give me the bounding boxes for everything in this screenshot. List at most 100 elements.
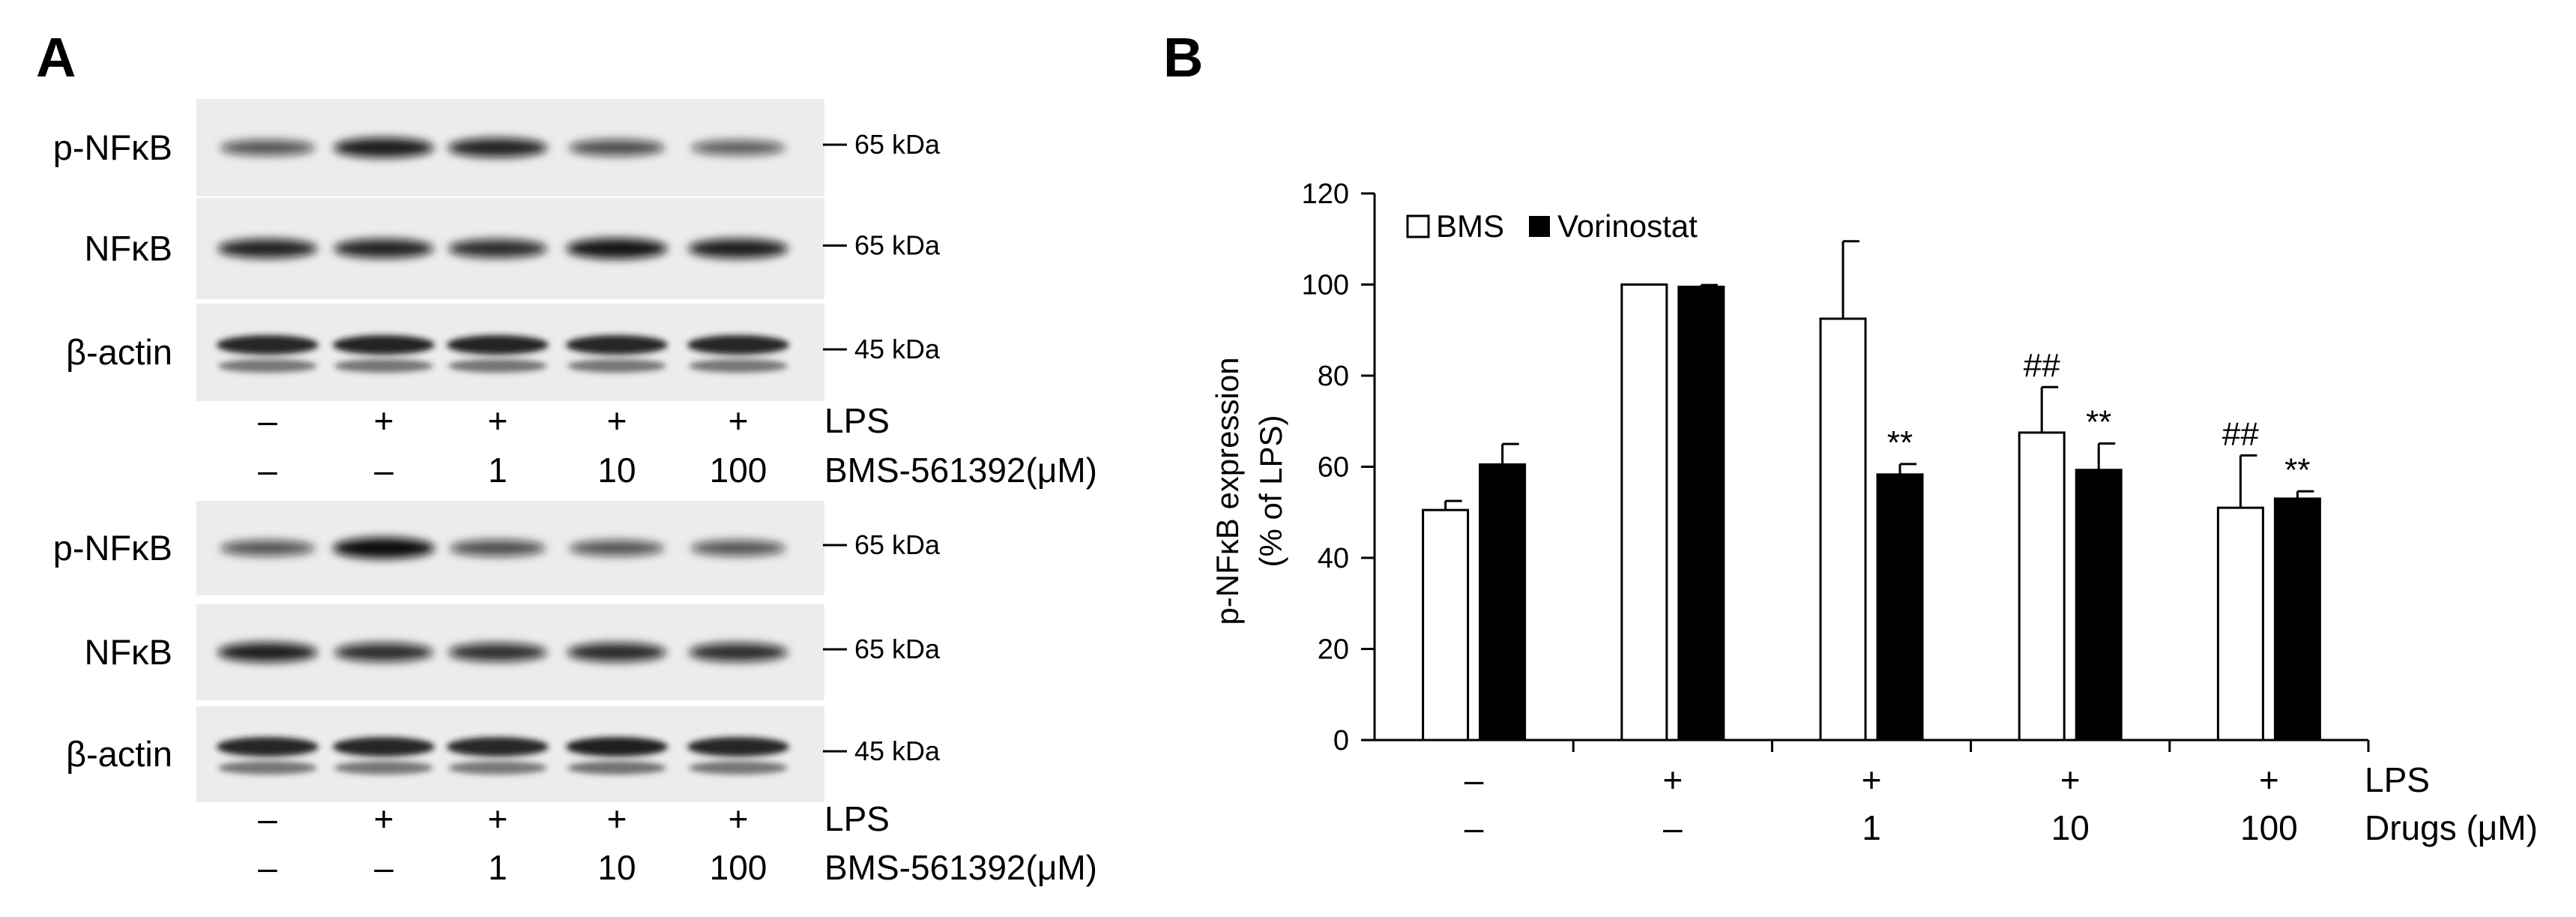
legend-label-vorinostat: Vorinostat [1557, 208, 1698, 244]
x-category-value: + [2060, 760, 2081, 799]
blot-band [567, 761, 666, 775]
blot-band [566, 238, 668, 259]
bar-bms [2018, 431, 2066, 742]
x-category-value: + [2259, 760, 2279, 799]
blot-band [220, 139, 316, 156]
significance-marker: ** [2086, 404, 2111, 441]
y-tick-label: 0 [1333, 725, 1349, 757]
blot-band [217, 238, 318, 259]
condition-row-label: LPS [824, 799, 890, 838]
blot-band [334, 643, 433, 662]
blot-band [689, 761, 788, 775]
blot-row-label: NFκB [85, 632, 173, 672]
lane-condition-value: – [258, 451, 277, 490]
lane-condition-value: 100 [710, 451, 767, 490]
blot-band [334, 238, 434, 259]
blot-band [569, 139, 665, 156]
bar-bms [1422, 508, 1470, 742]
blot-band [690, 540, 786, 556]
bar-bms [2216, 506, 2264, 742]
y-tick-label: 60 [1318, 452, 1349, 484]
blot-band [687, 737, 789, 757]
blot-band [218, 359, 317, 373]
blot-band [691, 140, 785, 155]
x-category-row-label: Drugs (μM) [2365, 808, 2538, 847]
blot-band [688, 238, 788, 259]
panel-a-letter: A [36, 26, 76, 88]
blot-band [450, 540, 546, 556]
blot-band [334, 761, 433, 775]
lane-condition-value: + [607, 799, 627, 838]
lane-condition-value: + [729, 799, 749, 838]
significance-marker: ** [2284, 451, 2310, 488]
lane-condition-value: 100 [710, 848, 767, 887]
blot-band [567, 359, 666, 373]
western-blot-panel: p-NFκB 65 kDa NFκB 65 kDa β-actin 45 kDa – + + + +… [53, 99, 1097, 887]
blot-band [448, 761, 547, 775]
y-tick-label: 80 [1318, 361, 1349, 392]
bar-vorinostat [1479, 463, 1527, 742]
bar-vorinostat [2075, 469, 2123, 742]
blot-band [448, 239, 547, 258]
blot-band [217, 737, 319, 757]
y-tick-label: 20 [1318, 634, 1349, 666]
legend: BMS Vorinostat [1406, 208, 1698, 244]
kda-marker-label: 65 kDa [854, 230, 941, 261]
kda-marker-label: 65 kDa [854, 529, 941, 560]
lane-condition-value: – [374, 848, 393, 887]
x-axis: – + + + + LPS – – 1 10 100 Drugs (μM) [1375, 739, 2538, 847]
lane-condition-value: + [488, 799, 508, 838]
significance-marker: ** [1887, 424, 1913, 461]
y-tick-label: 100 [1302, 270, 1349, 301]
lane-condition-value: 10 [597, 451, 636, 490]
significance-marker: ## [2222, 415, 2259, 452]
blot-band [689, 643, 788, 662]
lane-condition-value: + [374, 401, 394, 440]
condition-row-label: BMS-561392(μM) [824, 848, 1097, 887]
blot-band [217, 642, 318, 663]
bar-vorinostat [1677, 286, 1725, 742]
y-axis-title-line-1: p-NFκB expression [1210, 357, 1245, 625]
blot-band [447, 335, 549, 355]
blot-band [689, 359, 788, 373]
blot-band [448, 359, 547, 373]
kda-marker-label: 65 kDa [854, 129, 941, 160]
blot-band [217, 335, 319, 355]
lane-condition-value: – [374, 451, 393, 490]
bar-vorinostat [2273, 497, 2321, 742]
blot-band [448, 643, 547, 662]
x-category-value: + [1662, 760, 1683, 799]
blot-band [333, 538, 435, 559]
blot-band [333, 335, 435, 355]
lane-condition-value: + [374, 799, 394, 838]
blot-row-label: p-NFκB [53, 528, 172, 568]
legend-label-bms: BMS [1436, 208, 1504, 244]
blot-band [566, 737, 668, 757]
blot-row-label: p-NFκB [53, 127, 172, 167]
blot-band [218, 761, 317, 775]
y-axis-title-line-2: (% of LPS) [1253, 415, 1288, 567]
x-category-value: 1 [1862, 808, 1881, 847]
bar-bms [1620, 283, 1668, 742]
y-axis: 0 20 40 60 80 100 120 [1302, 178, 1376, 757]
kda-marker-label: 45 kDa [854, 334, 941, 364]
lane-condition-value: 10 [597, 848, 636, 887]
condition-row-label: BMS-561392(μM) [824, 451, 1097, 490]
condition-row-label: LPS [824, 401, 890, 440]
lane-condition-value: + [488, 401, 508, 440]
significance-marker: ## [2024, 347, 2060, 384]
blot-row-label: β-actin [66, 734, 172, 774]
x-category-row-label: LPS [2365, 760, 2430, 799]
y-tick-label: 40 [1318, 543, 1349, 574]
bar-chart: 0 20 40 60 80 100 120 ## ## ** ** ** – + + + + LPS – – 1 10… [1210, 178, 2538, 847]
blot-band [687, 335, 789, 355]
kda-marker-label: 45 kDa [854, 736, 941, 766]
blot-band [333, 737, 435, 757]
x-category-value: 100 [2240, 808, 2298, 847]
blot-band [447, 737, 549, 757]
lane-condition-value: – [258, 799, 277, 838]
bar-vorinostat [1876, 473, 1924, 742]
blot-band [569, 540, 665, 556]
blot-band [567, 643, 667, 662]
